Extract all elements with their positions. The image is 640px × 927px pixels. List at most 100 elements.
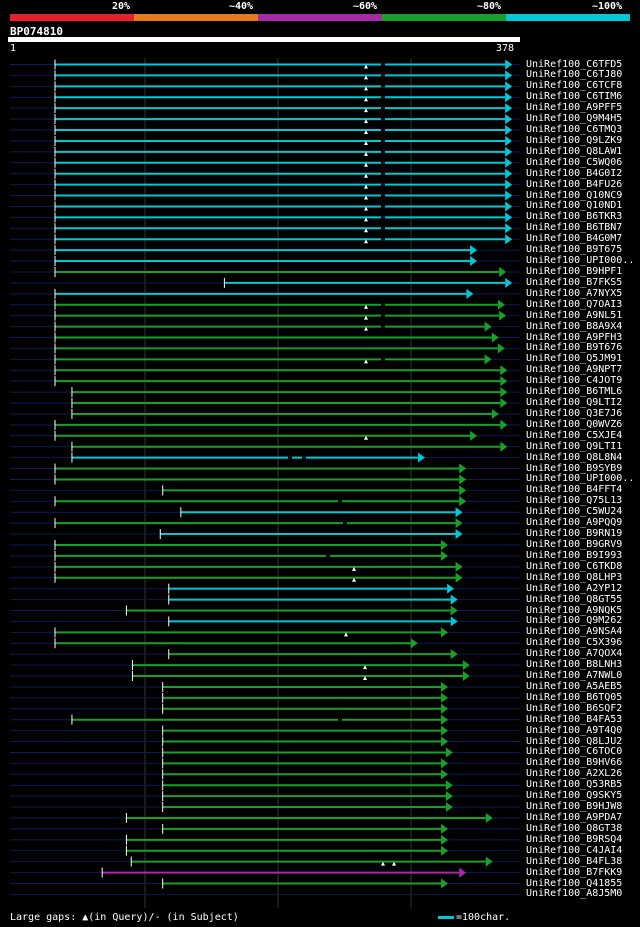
hit-label[interactable]: UniRef100_A5AEB5 — [526, 680, 623, 692]
hit-label[interactable]: UniRef100_Q10NC9 — [526, 189, 623, 201]
hit-arrow-head — [441, 758, 449, 769]
hit-label[interactable]: UniRef100_A2XL26 — [526, 768, 623, 780]
hit-label[interactable]: UniRef100_A9PFH3 — [526, 331, 623, 343]
hit-arrow-head — [418, 452, 426, 463]
hit-label[interactable]: UniRef100_B6TKR3 — [526, 211, 623, 223]
hit-arrow-head — [441, 736, 449, 747]
hit-label[interactable]: UniRef100_B9HV66 — [526, 757, 623, 769]
hit-arrow-head — [500, 441, 508, 452]
hit-label[interactable]: UniRef100_A8J5M0 — [526, 888, 623, 900]
hit-label[interactable]: UniRef100_Q3E7J6 — [526, 407, 623, 419]
hit-label[interactable]: UniRef100_Q8LAW1 — [526, 145, 623, 157]
hit-label[interactable]: UniRef100_B9I993 — [526, 549, 623, 561]
hit-label[interactable]: UniRef100_B4G0I2 — [526, 167, 623, 179]
query-gap-marker — [364, 97, 368, 102]
hit-label[interactable]: UniRef100_C6TIM6 — [526, 91, 623, 103]
hit-label[interactable]: UniRef100_Q5JM91 — [526, 353, 623, 365]
hit-label[interactable]: UniRef100_Q8LHP3 — [526, 571, 623, 583]
hit-label[interactable]: UniRef100_A9PFF5 — [526, 102, 623, 114]
hit-label[interactable]: UniRef100_Q8GT38 — [526, 822, 623, 834]
hit-label[interactable]: UniRef100_Q9SKY5 — [526, 790, 623, 802]
hit-arrow-head — [445, 747, 453, 758]
hit-label[interactable]: UniRef100_B4FU26 — [526, 178, 623, 190]
hit-label[interactable]: UniRef100_C6TOC0 — [526, 746, 623, 758]
hit-label[interactable]: UniRef100_Q7OAI3 — [526, 298, 623, 310]
scale-note: =100char. — [456, 912, 511, 923]
hit-label[interactable]: UniRef100_C6TCF8 — [526, 80, 623, 92]
hit-label[interactable]: UniRef100_B4FL38 — [526, 855, 623, 867]
hit-label[interactable]: UniRef100_C5X396 — [526, 637, 623, 649]
hit-label[interactable]: UniRef100_B7FKK9 — [526, 866, 623, 878]
hit-label[interactable]: UniRef100_C6TMQ3 — [526, 124, 623, 136]
hit-label[interactable]: UniRef100_C4JAI4 — [526, 844, 623, 856]
hit-label[interactable]: UniRef100_Q9M262 — [526, 615, 623, 627]
hit-label[interactable]: UniRef100_Q9LZK9 — [526, 134, 623, 146]
hit-label[interactable]: UniRef100_A7QOX4 — [526, 648, 623, 660]
hit-label[interactable]: UniRef100_UPI000.. — [526, 473, 635, 485]
hit-label[interactable]: UniRef100_B9RSQ4 — [526, 833, 623, 845]
hit-label[interactable]: UniRef100_Q53RB5 — [526, 779, 623, 791]
hit-label[interactable]: UniRef100_B6TML6 — [526, 386, 623, 398]
hit-arrow-head — [410, 638, 418, 649]
hit-label[interactable]: UniRef100_C5WQ06 — [526, 156, 623, 168]
hit-label[interactable]: UniRef100_UPI000.. — [526, 255, 635, 267]
legend-label: 20% — [112, 1, 131, 12]
hit-label[interactable]: UniRef100_A2YP12 — [526, 582, 623, 594]
hit-arrow-head — [499, 310, 507, 321]
hit-label[interactable]: UniRef100_Q75L13 — [526, 495, 623, 507]
legend-color-swatch — [258, 14, 382, 21]
hit-label[interactable]: UniRef100_A9NL51 — [526, 309, 623, 321]
hit-label[interactable]: UniRef100_Q0WVZ6 — [526, 418, 623, 430]
hit-label[interactable]: UniRef100_B8A9X4 — [526, 320, 623, 332]
query-gap-marker — [364, 304, 368, 309]
hit-label[interactable]: UniRef100_C6TKD8 — [526, 560, 623, 572]
hit-label[interactable]: UniRef100_B8LNH3 — [526, 659, 623, 671]
legend-labels: 20% ~40% ~60% ~80% ~100% — [0, 0, 640, 14]
hit-label[interactable]: UniRef100_B9T675 — [526, 244, 623, 256]
hit-label[interactable]: UniRef100_A9NQK5 — [526, 604, 623, 616]
hit-label[interactable]: UniRef100_Q8L8N4 — [526, 451, 623, 463]
hit-label[interactable]: UniRef100_A9NSA4 — [526, 626, 623, 638]
hit-label[interactable]: UniRef100_B9SYB9 — [526, 462, 623, 474]
hit-label[interactable]: UniRef100_C5XJE4 — [526, 429, 623, 441]
hit-label[interactable]: UniRef100_Q8LJU2 — [526, 735, 623, 747]
hit-label[interactable]: UniRef100_A9PDA7 — [526, 811, 623, 823]
hit-label[interactable]: UniRef100_C4JOT9 — [526, 375, 623, 387]
hit-label[interactable]: UniRef100_B9GRV9 — [526, 538, 623, 550]
hit-arrow-head — [455, 561, 463, 572]
hit-arrow-head — [484, 354, 492, 365]
hit-label[interactable]: UniRef100_C5WU24 — [526, 506, 623, 518]
query-gap-marker — [364, 217, 368, 222]
hit-label[interactable]: UniRef100_B9T676 — [526, 342, 623, 354]
hit-label[interactable]: UniRef100_B4FFT4 — [526, 484, 623, 496]
ruler-end: 378 — [496, 43, 515, 54]
hit-arrow-head — [500, 419, 508, 430]
hit-label[interactable]: UniRef100_C6TJ80 — [526, 69, 623, 81]
hit-label[interactable]: UniRef100_Q9LTI1 — [526, 440, 623, 452]
hit-label[interactable]: UniRef100_B6TQ05 — [526, 691, 623, 703]
hit-label[interactable]: UniRef100_B7FKS5 — [526, 276, 623, 288]
hit-label[interactable]: UniRef100_B4G0M7 — [526, 233, 623, 245]
hit-label[interactable]: UniRef100_B4FA53 — [526, 713, 623, 725]
hit-label[interactable]: UniRef100_B9HJW8 — [526, 801, 623, 813]
hit-label[interactable]: UniRef100_B6TBN7 — [526, 222, 623, 234]
hit-label[interactable]: UniRef100_A7NWL0 — [526, 670, 623, 682]
hit-label[interactable]: UniRef100_Q41855 — [526, 877, 623, 889]
query-gap-marker — [364, 315, 368, 320]
hit-arrow-head — [505, 201, 513, 212]
hit-arrow-head — [459, 496, 467, 507]
hit-label[interactable]: UniRef100_A9T4Q0 — [526, 724, 623, 736]
hit-label[interactable]: UniRef100_A7NYX5 — [526, 287, 623, 299]
hit-label[interactable]: UniRef100_Q9M4H5 — [526, 113, 623, 125]
hit-label[interactable]: UniRef100_Q9LTI2 — [526, 397, 623, 409]
query-gap-marker — [364, 140, 368, 145]
hit-label[interactable]: UniRef100_B9RN19 — [526, 528, 623, 540]
hit-label[interactable]: UniRef100_Q10ND1 — [526, 200, 623, 212]
hit-label[interactable]: UniRef100_Q8GT55 — [526, 593, 623, 605]
hit-label[interactable]: UniRef100_A9NPT7 — [526, 364, 623, 376]
hit-label[interactable]: UniRef100_B6SQF2 — [526, 702, 623, 714]
hit-label[interactable]: UniRef100_A9PQQ9 — [526, 517, 623, 529]
hit-label[interactable]: UniRef100_B9HPF1 — [526, 265, 623, 277]
hit-label[interactable]: UniRef100_C6TFD5 — [526, 58, 623, 70]
